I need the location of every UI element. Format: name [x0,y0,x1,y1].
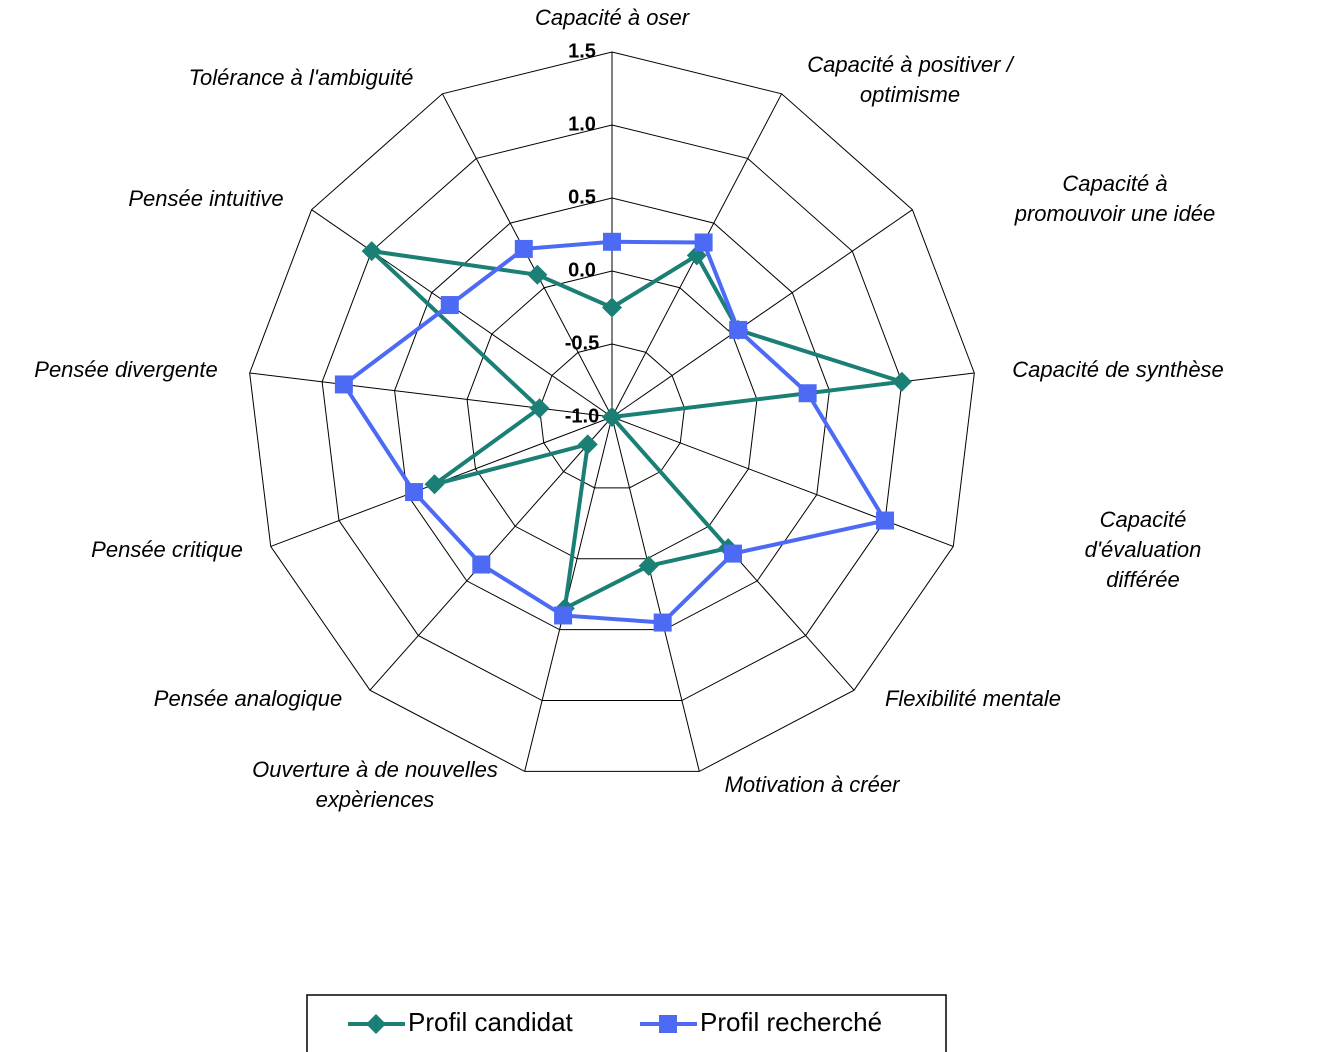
marker [554,606,573,625]
marker [577,434,598,455]
marker [602,297,622,318]
spoke [249,372,613,418]
marker [729,320,748,339]
legend-label: Profil recherché [700,1007,882,1037]
r-tick-label: 1.5 [568,40,596,62]
category-label: Pensée divergente [34,357,218,382]
marker [724,544,743,563]
marker [653,613,672,632]
category-label: Ouverture à de nouvelles expèriences [252,757,498,812]
spoke [611,209,913,418]
marker [694,233,713,252]
series [334,232,912,632]
series-line [365,248,903,612]
marker [514,239,533,258]
marker [334,375,353,394]
r-tick-label: 0.5 [568,186,596,208]
marker [638,555,659,576]
marker [602,407,622,427]
category-label: Capacité à oser [534,5,690,30]
marker [527,264,548,285]
grid-ring [249,51,975,772]
category-label: Tolérance à l'ambiguité [188,65,414,90]
series-line [341,239,889,625]
category-label: Capacité à promouvoir une idée [1014,171,1216,226]
spoke [311,209,613,418]
category-label: Pensée analogique [153,686,343,711]
category-label: Flexibilité mentale [884,686,1062,711]
legend-label: Profil candidat [408,1007,574,1037]
category-label: Capacité à positiver / optimisme [807,52,1013,107]
category-label: Capacité d'évaluation différée [1084,507,1202,592]
ticks: -1.0 -0.5 0.0 0.5 1.0 1.5 [565,40,599,427]
r-tick-label: -0.5 [565,332,599,354]
spoke [611,416,954,547]
marker [659,1015,677,1033]
category-label: Pensée critique [91,537,243,562]
grid-ring [539,343,685,489]
marker [424,474,445,495]
marker [440,296,459,315]
r-tick-label: 0.0 [568,259,596,281]
marker [366,1014,386,1034]
category-label: Pensée intuitive [128,186,284,211]
grid-ring [394,197,830,631]
grid-ring [466,270,758,560]
spoke [369,416,613,691]
marker [798,384,817,403]
r-tick-label: -1.0 [565,405,599,427]
marker [529,398,550,419]
category-label: Motivation à créer [724,772,900,797]
marker [876,511,895,530]
legend-box [306,994,947,1052]
grid-ring [321,124,903,702]
legend: Profil candidat Profil recherché [348,1007,882,1037]
marker [891,371,912,392]
marker [472,555,491,574]
r-tick-label: 1.0 [568,113,596,135]
spoke [611,416,700,772]
category-label: Capacité de synthèse [1012,357,1224,382]
marker [405,483,424,502]
marker [361,241,382,262]
marker [603,232,621,251]
